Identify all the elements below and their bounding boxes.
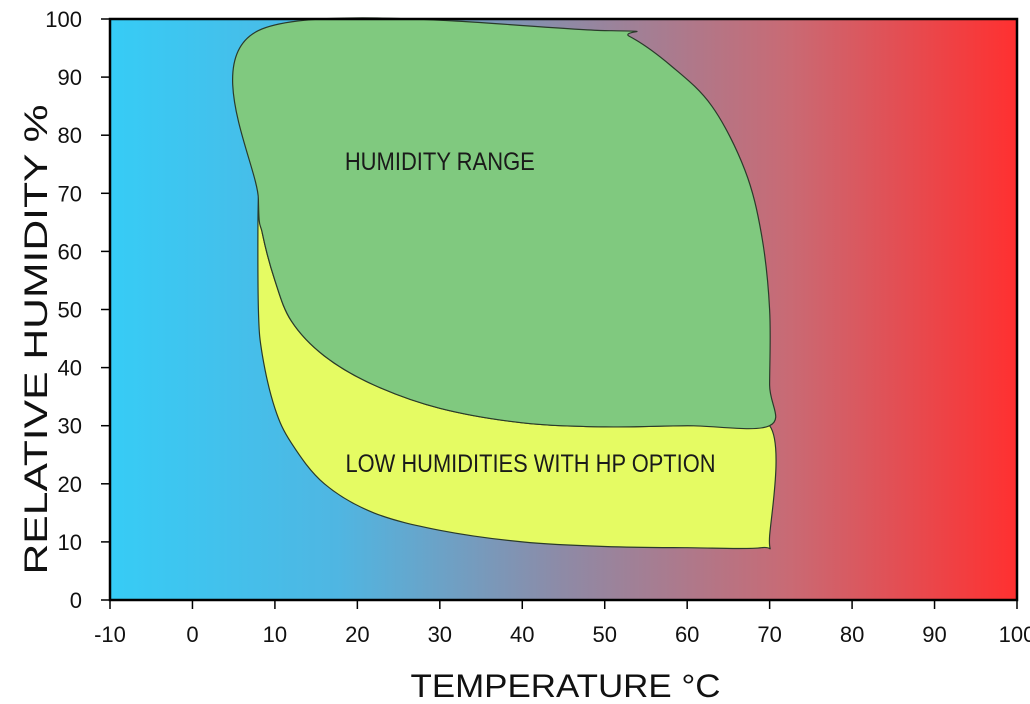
x-tick-label: 50 [592, 622, 616, 647]
humidity-range-region [232, 17, 777, 430]
y-tick-label: 60 [58, 239, 82, 264]
x-tick-label: 0 [186, 622, 198, 647]
y-tick-label: 30 [58, 414, 82, 439]
y-tick-label: 40 [58, 356, 82, 381]
y-tick-label: 10 [58, 530, 82, 555]
x-tick-label: 60 [675, 622, 699, 647]
x-axis-title: TEMPERATURE °C [411, 668, 721, 704]
regions [232, 17, 777, 550]
y-tick-label: 100 [45, 7, 82, 32]
y-tick-label: 90 [58, 65, 82, 90]
y-axis-title: RELATIVE HUMIDITY % [18, 105, 54, 575]
x-tick-label: -10 [94, 622, 126, 647]
x-tick-label: 70 [757, 622, 781, 647]
low-humidity-hp-label: LOW HUMIDITIES WITH HP OPTION [346, 450, 716, 478]
y-tick-label: 50 [58, 298, 82, 323]
x-tick-label: 10 [263, 622, 287, 647]
x-tick-label: 100 [999, 622, 1030, 647]
x-tick-label: 20 [345, 622, 369, 647]
y-tick-label: 70 [58, 181, 82, 206]
region-labels: HUMIDITY RANGE LOW HUMIDITIES WITH HP OPT… [345, 148, 716, 478]
x-tick-label: 30 [428, 622, 452, 647]
humidity-range-label: HUMIDITY RANGE [345, 148, 535, 176]
y-tick-label: 20 [58, 472, 82, 497]
x-tick-label: 40 [510, 622, 534, 647]
y-tick-label: 0 [70, 588, 82, 613]
y-tick-label: 80 [58, 123, 82, 148]
ticks: -10 0 10 20 30 40 50 60 70 80 90 100 0 10 20 30 40 50 60 70… [45, 7, 1030, 647]
x-tick-label: 90 [922, 622, 946, 647]
x-tick-label: 80 [840, 622, 864, 647]
